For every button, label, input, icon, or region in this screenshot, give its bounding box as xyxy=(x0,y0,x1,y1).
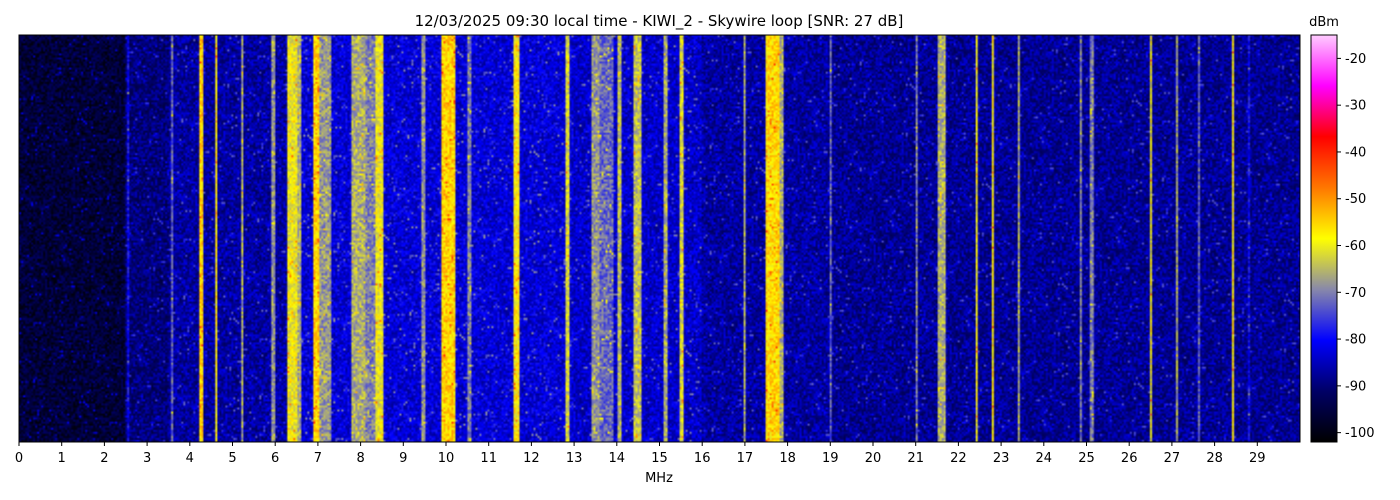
chart-title: 12/03/2025 09:30 local time - KIWI_2 - S… xyxy=(415,12,904,31)
colorbar-tick-label: -80 xyxy=(1345,333,1366,348)
x-tick-label: 12 xyxy=(523,451,540,466)
x-tick-label: 19 xyxy=(822,451,839,466)
x-tick-label: 24 xyxy=(1036,451,1053,466)
colorbar-label: dBm xyxy=(1309,15,1339,30)
x-tick-label: 2 xyxy=(100,451,108,466)
x-tick-label: 17 xyxy=(737,451,754,466)
colorbar-tick-label: -60 xyxy=(1345,239,1366,254)
x-tick-label: 5 xyxy=(228,451,236,466)
x-tick-label: 8 xyxy=(356,451,364,466)
x-tick-label: 16 xyxy=(694,451,711,466)
colorbar-tick-label: -70 xyxy=(1345,286,1366,301)
colorbar-tick-label: -50 xyxy=(1345,192,1366,207)
x-tick-label: 18 xyxy=(779,451,796,466)
waterfall-image xyxy=(19,35,1300,442)
x-tick-label: 13 xyxy=(566,451,583,466)
colorbar-tick-label: -100 xyxy=(1345,426,1375,441)
x-tick-label: 14 xyxy=(609,451,626,466)
waterfall-plot xyxy=(18,34,1301,443)
x-tick-label: 11 xyxy=(480,451,497,466)
x-tick-label: 21 xyxy=(907,451,924,466)
colorbar-tick-label: -40 xyxy=(1345,145,1366,160)
x-tick-label: 4 xyxy=(186,451,194,466)
x-tick-label: 25 xyxy=(1078,451,1095,466)
x-tick-label: 23 xyxy=(993,451,1010,466)
colorbar-tick-label: -90 xyxy=(1345,379,1366,394)
x-tick-label: 15 xyxy=(651,451,668,466)
x-tick-label: 29 xyxy=(1249,451,1266,466)
x-tick-label: 10 xyxy=(438,451,455,466)
colorbar-gradient xyxy=(1310,34,1338,443)
x-tick-label: 26 xyxy=(1121,451,1138,466)
x-tick-label: 20 xyxy=(865,451,882,466)
x-tick-label: 0 xyxy=(15,451,23,466)
x-tick-label: 3 xyxy=(143,451,151,466)
x-axis-label: MHz xyxy=(645,471,673,486)
x-tick-label: 22 xyxy=(950,451,967,466)
x-tick-label: 27 xyxy=(1164,451,1181,466)
x-tick-label: 6 xyxy=(271,451,279,466)
x-tick-label: 7 xyxy=(314,451,322,466)
colorbar-tick-label: -30 xyxy=(1345,99,1366,114)
x-tick-label: 1 xyxy=(58,451,66,466)
colorbar: -20 -30 -40 -50 -60 -70 -80 -90 -100 dBm xyxy=(1309,15,1375,443)
colorbar-tick-label: -20 xyxy=(1345,52,1366,67)
x-axis: 0 1 2 3 4 5 6 7 8 9 10 11 12 13 14 15 16 17 18 19 20 21 22 23 24… xyxy=(15,442,1266,466)
x-tick-label: 9 xyxy=(399,451,407,466)
x-tick-label: 28 xyxy=(1206,451,1223,466)
